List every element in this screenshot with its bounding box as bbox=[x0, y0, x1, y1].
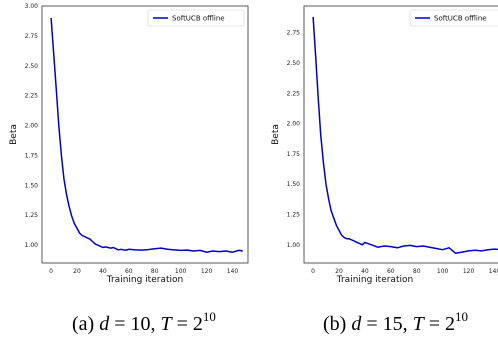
x-tick-label: 40 bbox=[99, 268, 107, 275]
y-tick-label: 1.50 bbox=[287, 181, 301, 188]
x-tick-label: 100 bbox=[175, 268, 187, 275]
x-tick-label: 80 bbox=[151, 268, 159, 275]
y-tick-label: 2.25 bbox=[287, 90, 301, 97]
legend-box bbox=[147, 9, 245, 27]
x-tick-label: 60 bbox=[125, 268, 133, 275]
y-tick-label: 2.25 bbox=[25, 93, 39, 100]
y-tick-label: 1.25 bbox=[25, 212, 39, 219]
y-tick-label: 2.50 bbox=[25, 63, 39, 70]
x-tick-label: 140 bbox=[227, 268, 239, 275]
y-tick-label: 2.75 bbox=[287, 30, 301, 37]
x-tick-label: 140 bbox=[489, 268, 498, 275]
chart-panel-a: 0 20 40 60 80 100 120 140 1.00 1.25 1.50 1.75 2.00 2.… bbox=[9, 3, 249, 285]
x-tick-label: 0 bbox=[311, 268, 315, 275]
y-tick-label: 2.00 bbox=[25, 123, 39, 130]
x-tick-label: 20 bbox=[73, 268, 81, 275]
series-line-softucb-offline bbox=[50, 17, 243, 253]
x-tick-label: 60 bbox=[387, 268, 395, 275]
y-tick-label: 1.00 bbox=[25, 242, 39, 249]
x-tick-label: 100 bbox=[437, 268, 449, 275]
series-line-softucb-offline bbox=[312, 16, 498, 255]
legend-label: SoftUCB offline bbox=[172, 15, 225, 23]
caption-a: (a) d = 10, T = 210 bbox=[72, 309, 216, 335]
x-tick-label: 120 bbox=[463, 268, 475, 275]
y-tick-label: 1.00 bbox=[287, 242, 301, 249]
x-axis-label: Training iteration bbox=[336, 275, 413, 285]
chart-panel-b: 0 20 40 60 80 100 120 140 1.00 1.25 1.50 1.75 2.00 2.… bbox=[271, 5, 498, 285]
y-tick-label: 1.75 bbox=[287, 151, 301, 158]
caption-b: (b) d = 15, T = 210 bbox=[323, 309, 468, 335]
y-tick-label: 1.50 bbox=[25, 182, 39, 189]
legend-label: SoftUCB offline bbox=[434, 15, 487, 23]
y-tick-label: 3.00 bbox=[25, 3, 39, 10]
plot-frame bbox=[303, 5, 498, 264]
legend-box bbox=[409, 9, 498, 27]
plot-frame bbox=[41, 5, 249, 264]
y-tick-label: 1.25 bbox=[287, 212, 301, 219]
y-axis-label: Beta bbox=[9, 124, 19, 145]
y-tick-label: 2.00 bbox=[287, 121, 301, 128]
x-tick-label: 0 bbox=[49, 268, 53, 275]
y-tick-label: 2.75 bbox=[25, 33, 39, 40]
x-tick-label: 80 bbox=[413, 268, 421, 275]
y-axis-label: Beta bbox=[271, 124, 281, 145]
x-tick-label: 20 bbox=[335, 268, 343, 275]
y-tick-label: 1.75 bbox=[25, 152, 39, 159]
x-axis-label: Training iteration bbox=[106, 275, 183, 285]
x-tick-label: 40 bbox=[361, 268, 369, 275]
x-tick-label: 120 bbox=[201, 268, 213, 275]
y-tick-label: 2.50 bbox=[287, 60, 301, 67]
